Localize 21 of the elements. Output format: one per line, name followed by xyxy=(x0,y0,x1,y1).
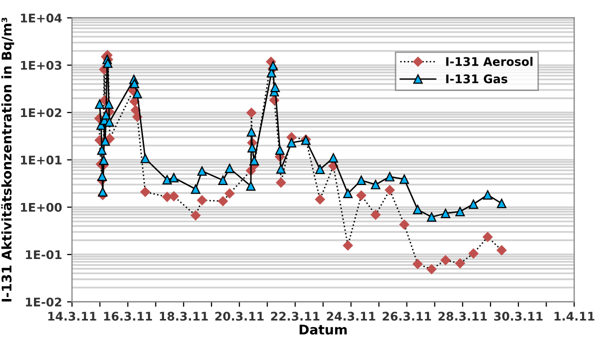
x-tick-label: 16.3.11 xyxy=(104,312,152,321)
y-tick-label: 1E+00 xyxy=(21,202,62,212)
x-tick-label: 26.3.11 xyxy=(382,312,432,321)
y-tick-label: 1E+04 xyxy=(21,14,62,22)
y-tick-label: 1E+03 xyxy=(21,60,62,70)
x-tick-label: 20.3.11 xyxy=(215,312,264,321)
y-tick-label: 1E-01 xyxy=(26,250,62,260)
x-tick-label: 28.3.11 xyxy=(438,312,487,321)
x-tick-label: 14.3.11 xyxy=(48,312,96,321)
x-tick-label: 22.3.11 xyxy=(271,312,320,321)
y-tick-label: 1E+01 xyxy=(21,156,62,164)
y-axis-title: I-131 Aktivitätskonzentration in Bq/m³ xyxy=(1,18,14,302)
legend-label: I-131 Aerosol xyxy=(446,56,532,66)
y-tick-label: 1E+02 xyxy=(21,108,62,118)
y-tick-label: 1E-02 xyxy=(26,298,62,306)
x-tick-label: 30.3.11 xyxy=(494,312,543,321)
legend-label: I-131 Gas xyxy=(446,74,508,84)
x-tick-label: 24.3.11 xyxy=(326,312,376,321)
x-axis-title: Datum xyxy=(300,324,347,335)
x-tick-label: 1.4.11 xyxy=(554,312,594,321)
x-tick-label: 18.3.11 xyxy=(160,312,208,321)
